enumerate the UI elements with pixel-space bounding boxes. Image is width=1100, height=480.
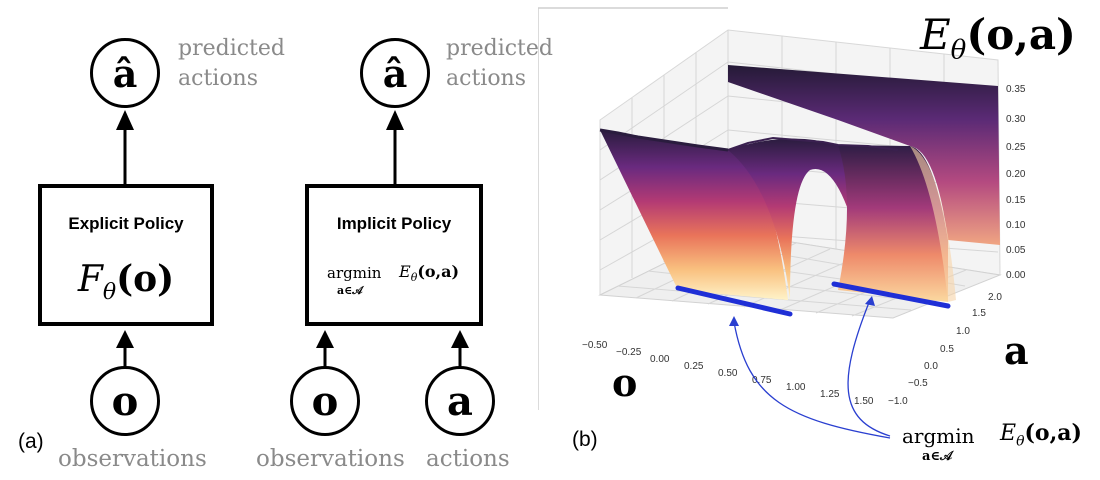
y-tick: 0.0 (924, 361, 938, 372)
title-theta: θ (950, 35, 967, 66)
z-tick: 0.00 (1006, 270, 1026, 281)
energy-theta: θ (410, 271, 418, 285)
x-tick: 0.50 (718, 368, 738, 379)
x-tick: 1.00 (786, 382, 806, 393)
energy-e: E (399, 262, 411, 281)
surface-right-valley (838, 145, 948, 302)
y-tick: 2.0 (988, 292, 1002, 303)
y-tick: 1.5 (972, 308, 986, 319)
surface-back-plateau (728, 65, 1000, 245)
y-axis-label: a (1004, 328, 1029, 373)
implicit-caption-line-2: actions (446, 66, 527, 91)
x-axis-label: o (612, 360, 638, 405)
formula-f: F (77, 259, 103, 300)
y-tick: 0.5 (940, 344, 954, 355)
energy-arg: (o,a) (417, 262, 460, 281)
explicit-caption-line-1: predicted (178, 36, 286, 61)
argmin-word: argmin (327, 264, 382, 282)
explicit-input-node: o (90, 366, 160, 436)
annotation-e: E (1000, 421, 1017, 446)
x-tick: 0.25 (684, 361, 704, 372)
annotation-argmin-sub: a∈𝒜 (922, 449, 953, 464)
explicit-output-node: â (90, 38, 160, 108)
explicit-policy-formula: Fθ(o) (42, 258, 210, 305)
explicit-policy-box: Explicit Policy Fθ(o) (38, 184, 214, 326)
z-tick: 0.25 (1006, 142, 1026, 153)
minimum-segment-right (831, 281, 951, 309)
z-tick-labels: 0.35 0.30 0.25 0.20 0.15 0.10 0.05 0.00 (1006, 84, 1026, 281)
annotation-arrowhead-left (729, 316, 739, 326)
x-tick: −0.50 (582, 340, 608, 351)
x-tick-labels: −0.50 −0.25 0.00 0.25 0.50 0.75 1.00 1.2… (582, 340, 874, 407)
surface-right-edge (910, 146, 956, 302)
annotation-arrow-right (847, 299, 891, 437)
y-tick: −1.0 (888, 396, 908, 407)
x-tick: 1.25 (820, 389, 840, 400)
implicit-policy-argmin-sub: a∈𝒜 (337, 284, 363, 297)
implicit-output-caption: predicted actions (446, 34, 553, 94)
z-tick: 0.15 (1006, 195, 1026, 206)
implicit-policy-argmin: argmin (327, 264, 381, 282)
y-tick-labels: −1.0 −0.5 0.0 0.5 1.0 1.5 2.0 (888, 292, 1002, 407)
title-arg: (o,a) (966, 10, 1076, 59)
z-tick: 0.35 (1006, 84, 1026, 95)
annotation-theta: θ (1016, 433, 1025, 450)
explicit-input-symbol: o (111, 377, 139, 425)
implicit-obs-symbol: o (311, 377, 339, 425)
explicit-caption-line-2: actions (178, 66, 259, 91)
annotation-energy: Eθ(o,a) (1000, 420, 1082, 449)
implicit-arrowhead-top (386, 110, 404, 130)
implicit-act-symbol: a (447, 377, 473, 425)
x-tick: 1.50 (854, 396, 874, 407)
implicit-act-caption: actions (426, 446, 510, 472)
explicit-arrowhead-top (116, 110, 134, 130)
surface-left-ridge (599, 128, 729, 152)
implicit-obs-caption: observations (256, 446, 405, 472)
explicit-policy-title: Explicit Policy (68, 214, 184, 233)
minimum-segment-left (675, 285, 793, 317)
z-tick: 0.30 (1006, 114, 1026, 125)
explicit-arrowhead-bottom (116, 330, 134, 348)
panel-b-label: (b) (572, 428, 598, 451)
implicit-policy-energy: Eθ(o,a) (399, 262, 459, 284)
panel-a-arrows (116, 110, 469, 368)
annotation-arrowhead-right (865, 296, 875, 306)
annotation-argmin: argmin (902, 424, 975, 448)
y-tick: 1.0 (956, 326, 970, 337)
x-tick: 0.75 (752, 375, 772, 386)
surface-left-valley (600, 130, 788, 300)
formula-theta: θ (102, 280, 117, 306)
title-e: E (920, 10, 951, 59)
implicit-policy-box: Implicit Policy argmin a∈𝒜 Eθ(o,a) (305, 184, 483, 326)
x-tick: −0.25 (616, 347, 642, 358)
plot-title: Eθ(o,a) (920, 10, 1076, 65)
implicit-caption-line-1: predicted (446, 36, 554, 61)
annotation-arg: (o,a) (1024, 420, 1082, 446)
z-tick: 0.20 (1006, 169, 1026, 180)
panel-a-label: (a) (18, 430, 44, 453)
implicit-output-node: â (360, 38, 430, 108)
explicit-output-caption: predicted actions (178, 34, 285, 94)
implicit-policy-title: Implicit Policy (336, 214, 452, 233)
z-tick: 0.10 (1006, 220, 1026, 231)
x-tick: 0.00 (650, 354, 670, 365)
implicit-output-symbol: â (382, 50, 408, 96)
surface-mid-ridge (727, 136, 899, 151)
energy-surface-plot: 0.35 0.30 0.25 0.20 0.15 0.10 0.05 0.00 … (538, 7, 1026, 439)
annotation-arrow-left (733, 321, 891, 439)
y-tick: −0.5 (908, 378, 928, 389)
implicit-arrowhead-act (451, 330, 469, 348)
formula-arg: (o) (116, 258, 175, 300)
explicit-input-caption: observations (58, 446, 207, 472)
implicit-obs-node: o (290, 366, 360, 436)
explicit-output-symbol: â (112, 50, 138, 96)
implicit-act-node: a (425, 366, 495, 436)
implicit-arrowhead-obs (316, 330, 334, 348)
z-tick: 0.05 (1006, 245, 1026, 256)
